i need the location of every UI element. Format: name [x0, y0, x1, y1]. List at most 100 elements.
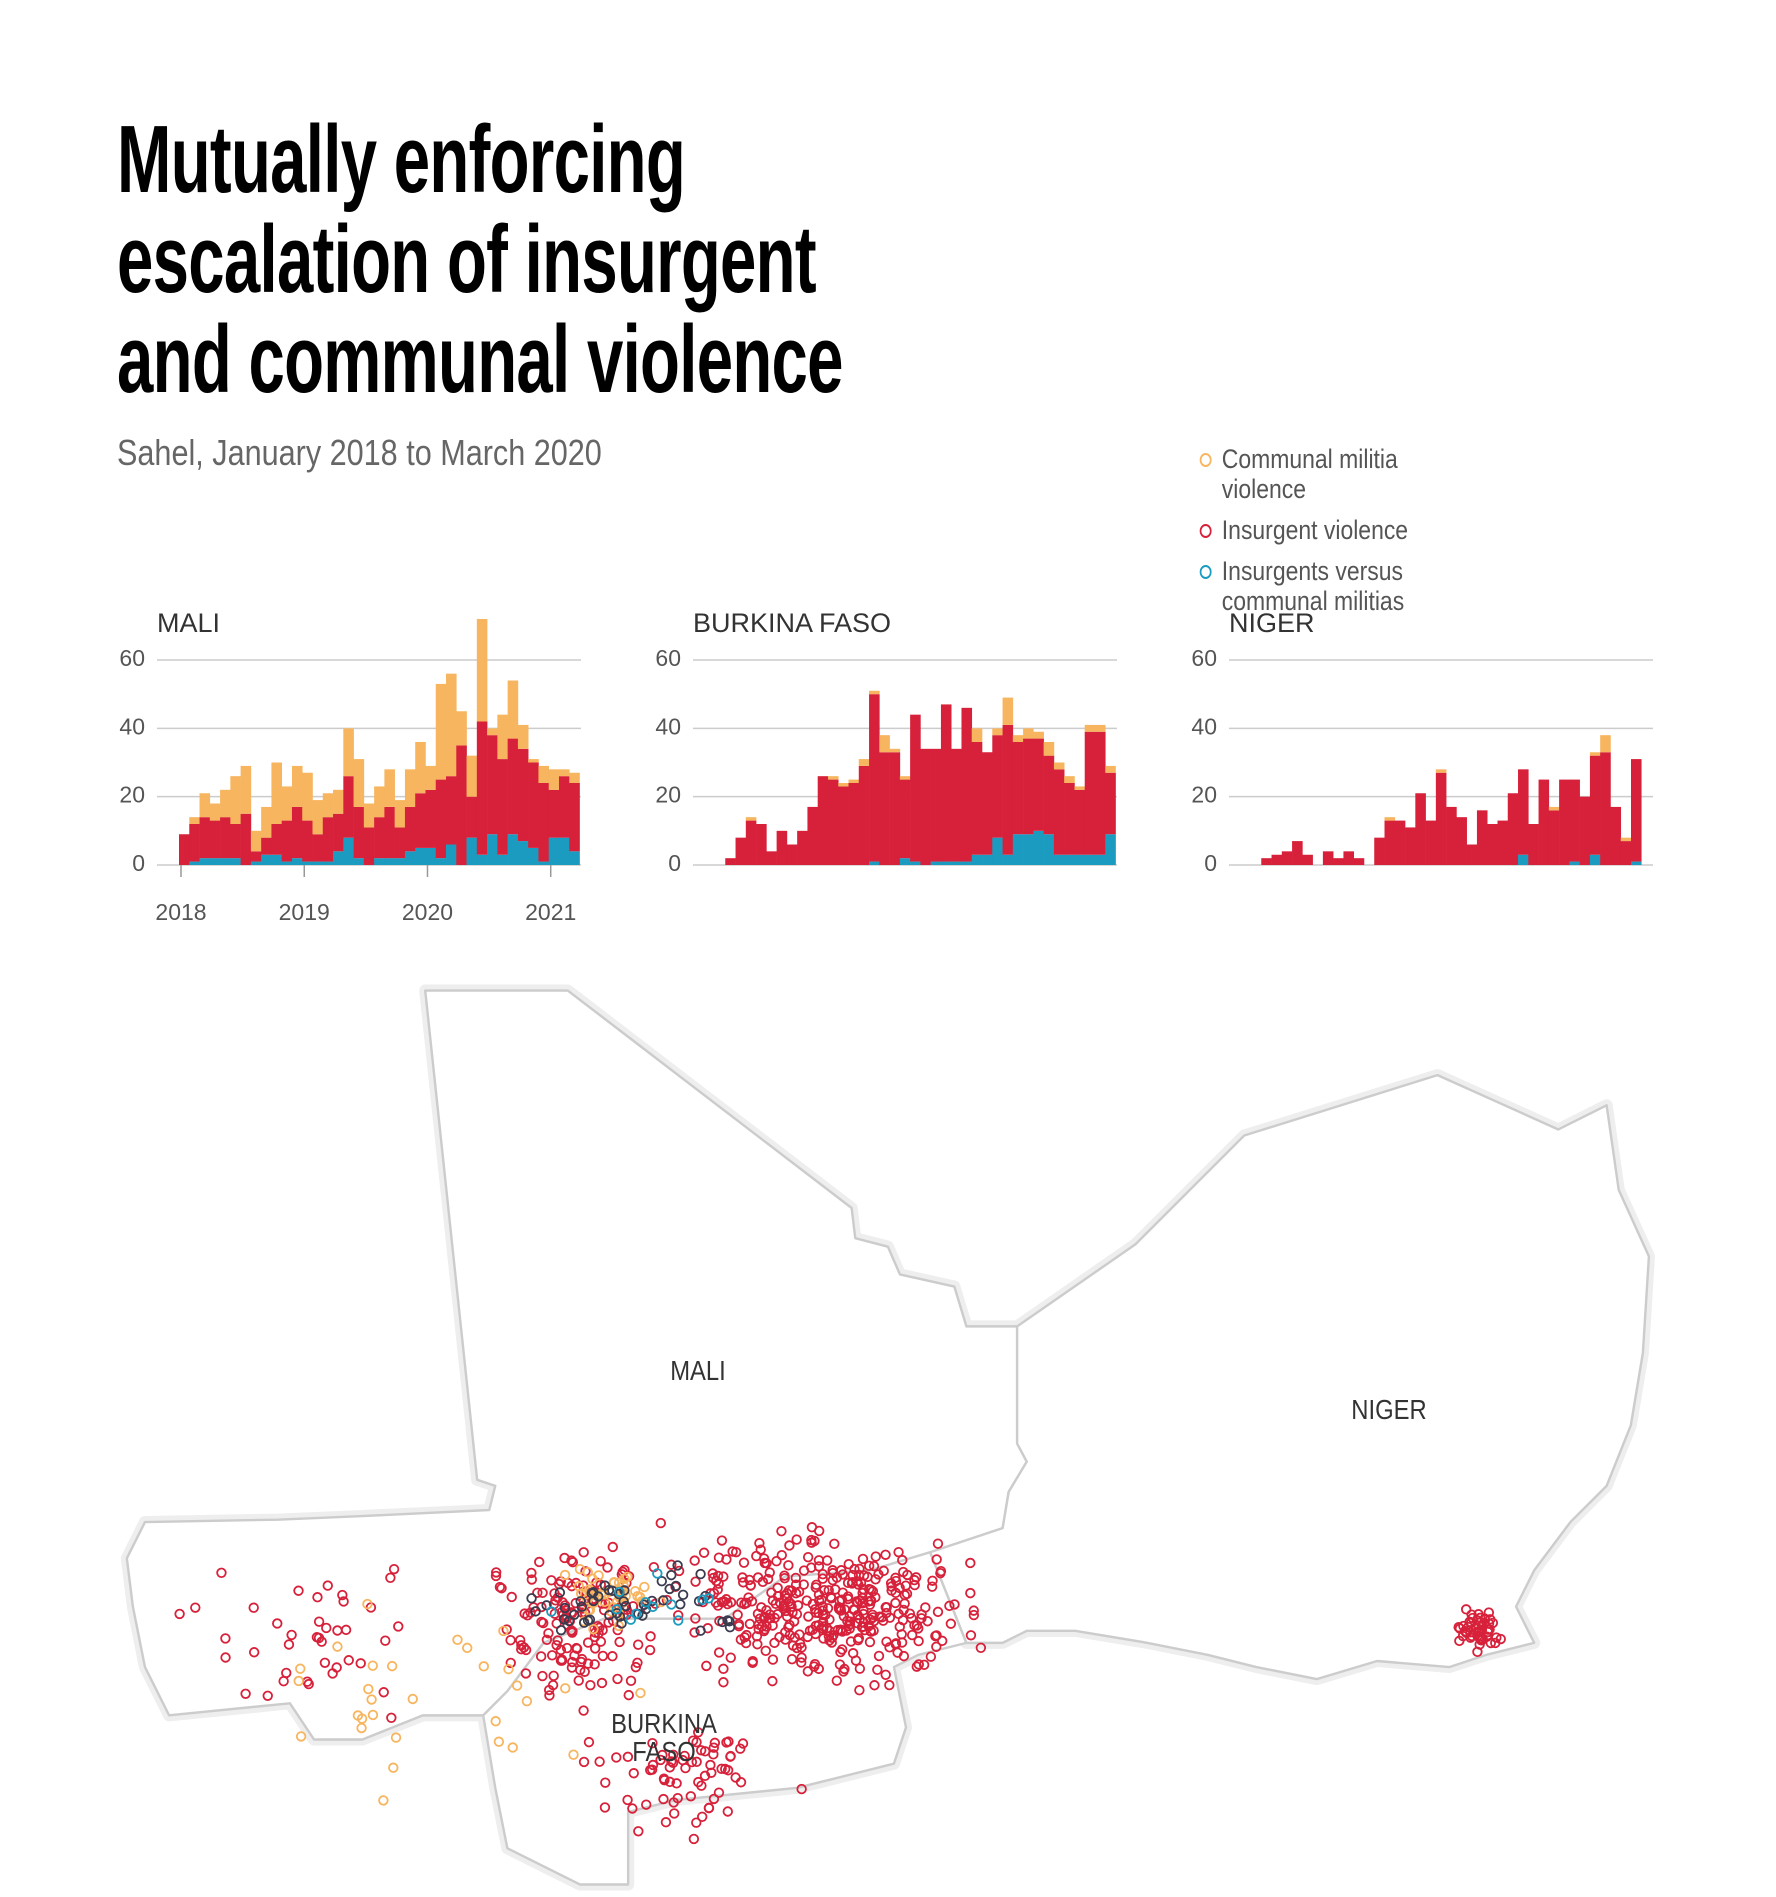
event-dot — [526, 1593, 537, 1604]
bar-segment — [1446, 806, 1457, 865]
event-dot — [1473, 1620, 1484, 1631]
event-dot — [909, 1574, 920, 1586]
bar-segment — [848, 783, 860, 865]
bar-segment — [404, 851, 416, 865]
event-dot — [673, 1565, 685, 1577]
event-dot — [352, 1710, 364, 1721]
event-dot — [534, 1556, 545, 1568]
event-dot — [367, 1660, 378, 1671]
event-dot — [655, 1596, 667, 1608]
event-dot — [760, 1645, 771, 1657]
event-dot — [808, 1661, 820, 1672]
event-dot — [865, 1614, 876, 1625]
event-dot — [847, 1569, 858, 1581]
legend-swatch — [1199, 524, 1212, 538]
event-dot — [578, 1595, 590, 1607]
event-dot — [756, 1602, 767, 1613]
event-dot — [831, 1572, 843, 1583]
event-dot — [896, 1629, 907, 1640]
bar-segment — [1033, 830, 1044, 865]
event-dot — [776, 1525, 787, 1537]
event-dot — [693, 1596, 705, 1607]
event-dot — [836, 1565, 847, 1576]
event-dot — [1476, 1624, 1488, 1635]
event-dot — [711, 1575, 722, 1587]
event-dot — [566, 1662, 578, 1673]
bar-segment — [827, 776, 839, 780]
event-dot — [556, 1654, 567, 1665]
event-dot — [781, 1593, 793, 1604]
event-dot — [747, 1657, 758, 1669]
event-dot — [220, 1633, 231, 1644]
bar-segment — [1630, 759, 1642, 862]
event-dot — [648, 1561, 660, 1573]
event-dot — [918, 1659, 930, 1671]
event-dot — [865, 1625, 876, 1637]
event-dot — [546, 1575, 557, 1586]
event-dot — [885, 1578, 897, 1589]
event-dot — [248, 1602, 259, 1613]
event-dot — [752, 1608, 764, 1620]
event-dot — [884, 1679, 895, 1691]
event-dot — [897, 1614, 909, 1626]
event-dot — [851, 1596, 862, 1607]
event-dot — [712, 1600, 724, 1611]
event-dot — [788, 1616, 800, 1627]
legend-label: Communal militia violence — [1221, 444, 1398, 504]
event-dot — [551, 1639, 562, 1651]
event-dot — [793, 1586, 805, 1598]
event-dot — [897, 1554, 908, 1566]
bar-segment — [1600, 752, 1611, 865]
event-dot — [813, 1561, 825, 1572]
bar-segment — [1023, 728, 1034, 739]
bar-segment — [961, 861, 973, 865]
event-dot — [846, 1578, 858, 1589]
bar-segment — [446, 844, 457, 865]
event-dot — [767, 1595, 779, 1606]
event-dot — [745, 1580, 756, 1591]
event-dot — [618, 1596, 629, 1607]
event-dot — [622, 1794, 633, 1806]
event-dot — [835, 1646, 846, 1658]
event-dot — [538, 1617, 549, 1629]
event-dot — [784, 1619, 795, 1631]
event-dot — [600, 1777, 611, 1788]
bar-segment — [404, 769, 416, 807]
event-dot — [593, 1628, 604, 1639]
bar-segment — [507, 834, 519, 865]
event-dot — [555, 1644, 567, 1656]
event-dot — [826, 1593, 837, 1604]
bar-segment — [517, 748, 529, 842]
event-dot — [216, 1567, 227, 1578]
y-tick-label: 60 — [119, 645, 145, 671]
event-dot — [1461, 1627, 1473, 1639]
event-dot — [754, 1613, 766, 1624]
event-dot — [571, 1643, 583, 1654]
event-dot — [826, 1637, 837, 1648]
event-dot — [566, 1555, 577, 1566]
event-dot — [561, 1612, 573, 1623]
event-dot — [813, 1619, 824, 1631]
bar-segment — [548, 837, 560, 865]
event-dot — [910, 1572, 922, 1583]
event-dot — [589, 1631, 601, 1643]
event-dot — [568, 1749, 579, 1760]
event-dot — [842, 1615, 853, 1627]
event-dot — [614, 1592, 626, 1604]
event-dot — [936, 1635, 948, 1647]
event-dot — [548, 1599, 560, 1610]
event-dot — [604, 1609, 615, 1621]
event-dot — [639, 1581, 650, 1593]
y-tick-label: 40 — [655, 713, 681, 739]
event-dot — [593, 1591, 604, 1602]
event-dot — [575, 1596, 586, 1607]
event-dot — [578, 1547, 589, 1558]
event-dot — [822, 1603, 834, 1614]
event-dot — [817, 1601, 828, 1612]
event-dot — [836, 1594, 848, 1605]
event-dot — [528, 1602, 539, 1613]
event-dot — [853, 1569, 865, 1581]
event-dot — [560, 1683, 571, 1694]
event-dot — [589, 1586, 601, 1598]
